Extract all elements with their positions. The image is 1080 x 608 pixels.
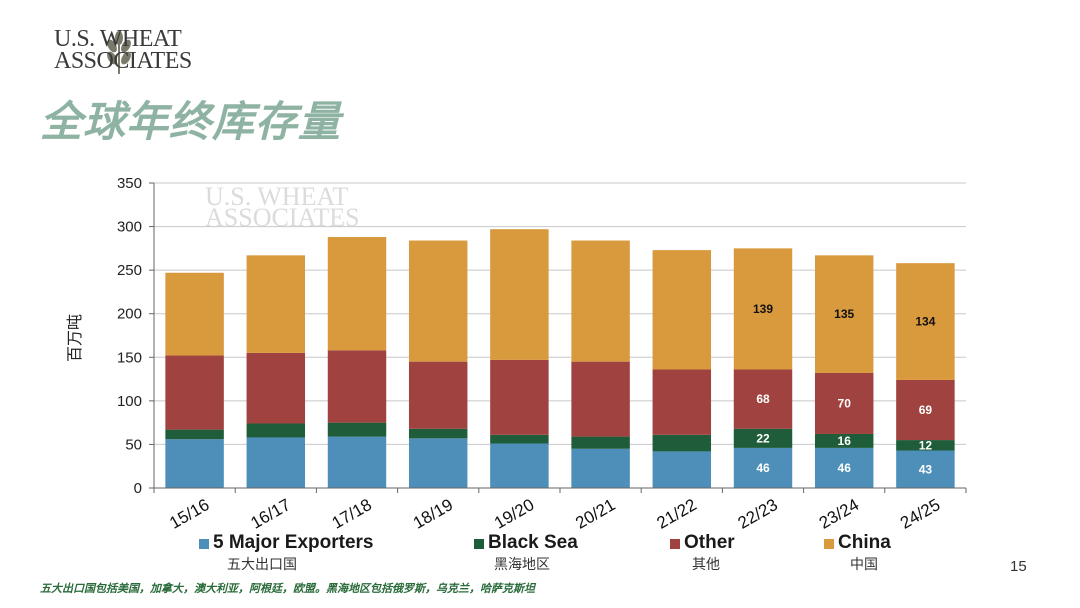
page-title: 全球年终库存量	[40, 97, 342, 146]
legend-swatch	[199, 539, 209, 549]
bar-segment-black-sea	[896, 440, 955, 451]
page-number: 15	[1010, 558, 1027, 575]
bar-segment-5-major-exporters	[327, 436, 387, 488]
bar-segment-other	[165, 355, 224, 430]
bar-segment-black-sea	[490, 434, 549, 444]
y-tick-label: 50	[125, 436, 142, 453]
data-label: 46	[838, 461, 852, 475]
bar-segment-5-major-exporters	[814, 447, 874, 488]
legend-sublabel: 中国	[850, 557, 878, 573]
footnote: 五大出口国包括美国，加拿大，澳大利亚，阿根廷，欧盟。黑海地区包括俄罗斯，乌克兰，…	[40, 582, 535, 595]
x-tick-label: 20/21	[572, 495, 618, 533]
bar-segment-5-major-exporters	[896, 450, 955, 488]
wheat-icon	[107, 31, 131, 74]
bar-segment-5-major-exporters	[571, 448, 630, 488]
watermark-line1: U.S. WHEAT	[205, 182, 348, 211]
bar-segment-5-major-exporters	[246, 437, 306, 488]
legend-sublabel: 五大出口国	[227, 557, 297, 573]
bar-segment-other	[408, 361, 468, 429]
logo-text: U.S. WHEAT ASSOCIATES	[54, 26, 192, 74]
legend-sublabel: 其他	[692, 557, 720, 573]
y-tick-label: 150	[117, 349, 142, 366]
data-label: 68	[756, 392, 770, 406]
y-tick-label: 300	[117, 219, 142, 236]
y-tick-label: 250	[117, 262, 142, 279]
bar-segment-5-major-exporters	[733, 447, 793, 488]
bar-segment-china	[490, 229, 549, 360]
bar-segment-other	[490, 359, 549, 435]
data-label: 43	[919, 462, 933, 476]
bar-segment-china	[896, 263, 955, 380]
legend-swatch	[670, 539, 680, 549]
bar-segment-other	[571, 361, 630, 437]
x-tick-label: 18/19	[410, 495, 456, 533]
data-label: 22	[756, 431, 770, 445]
x-tick-label: 24/25	[897, 495, 943, 533]
data-label: 16	[838, 434, 852, 448]
bar-segment-china	[165, 272, 224, 356]
bar-segment-black-sea	[733, 428, 793, 448]
y-tick-label: 100	[117, 393, 142, 410]
x-tick-label: 23/24	[816, 495, 862, 533]
legend-label: Other	[684, 532, 735, 553]
x-tick-label: 15/16	[166, 495, 212, 533]
data-label: 69	[919, 403, 933, 417]
legend-label: China	[838, 532, 891, 553]
y-tick-label: 0	[134, 480, 142, 497]
logo-line1: U.S. WHEAT	[54, 26, 182, 52]
legend-label: 5 Major Exporters	[213, 532, 374, 553]
bar-segment-other	[327, 350, 387, 423]
data-label: 134	[915, 315, 935, 329]
legend-label: Black Sea	[488, 532, 578, 553]
bar-segment-5-major-exporters	[408, 438, 468, 488]
bar-segment-other	[814, 372, 874, 434]
legend-swatch	[824, 539, 834, 549]
bar-segment-5-major-exporters	[165, 439, 224, 488]
bar-segment-china	[246, 255, 306, 353]
x-tick-label: 17/18	[329, 495, 375, 533]
bar-segment-other	[652, 369, 712, 435]
bar-segment-black-sea	[571, 436, 630, 449]
bar-segment-other	[246, 352, 306, 424]
bar-segment-black-sea	[327, 422, 387, 437]
x-tick-label: 19/20	[491, 495, 537, 533]
watermark: U.S. WHEAT ASSOCIATES	[205, 182, 360, 232]
data-label: 135	[834, 307, 854, 321]
bar-segment-china	[571, 240, 630, 362]
bar-segment-black-sea	[246, 423, 306, 438]
bar-segment-china	[327, 237, 387, 351]
bar-segment-black-sea	[814, 433, 874, 448]
data-label: 46	[756, 461, 770, 475]
watermark-line2: ASSOCIATES	[205, 203, 360, 232]
bars: 46 22 68 139 46 16 70 135 43 12 69 134	[165, 229, 955, 488]
data-label: 139	[753, 302, 773, 316]
bar-segment-black-sea	[652, 434, 712, 452]
x-tick-label: 22/23	[735, 495, 781, 533]
x-tick-label: 16/17	[247, 495, 293, 533]
x-tick-label: 21/22	[653, 495, 699, 533]
y-axis-label: 百万吨	[65, 314, 84, 362]
bar-segment-black-sea	[408, 428, 468, 439]
bar-segment-other	[896, 379, 955, 441]
y-tick-label: 200	[117, 306, 142, 323]
bar-segment-china	[733, 248, 793, 370]
logo-line2: ASSOCIATES	[54, 48, 192, 74]
bar-segment-other	[733, 369, 793, 429]
bar-segment-5-major-exporters	[652, 451, 712, 488]
bar-segment-china	[814, 255, 874, 373]
legend-sublabel: 黑海地区	[494, 557, 550, 573]
data-label: 12	[919, 438, 933, 452]
legend: 5 Major Exporters 五大出口国 Black Sea 黑海地区 O…	[0, 532, 1080, 573]
bar-segment-china	[652, 250, 712, 370]
bar-segment-5-major-exporters	[490, 443, 549, 488]
bar-segment-black-sea	[165, 429, 224, 440]
y-tick-label: 350	[117, 175, 142, 192]
data-label: 70	[838, 396, 852, 410]
legend-swatch	[474, 539, 484, 549]
bar-segment-china	[408, 240, 468, 362]
